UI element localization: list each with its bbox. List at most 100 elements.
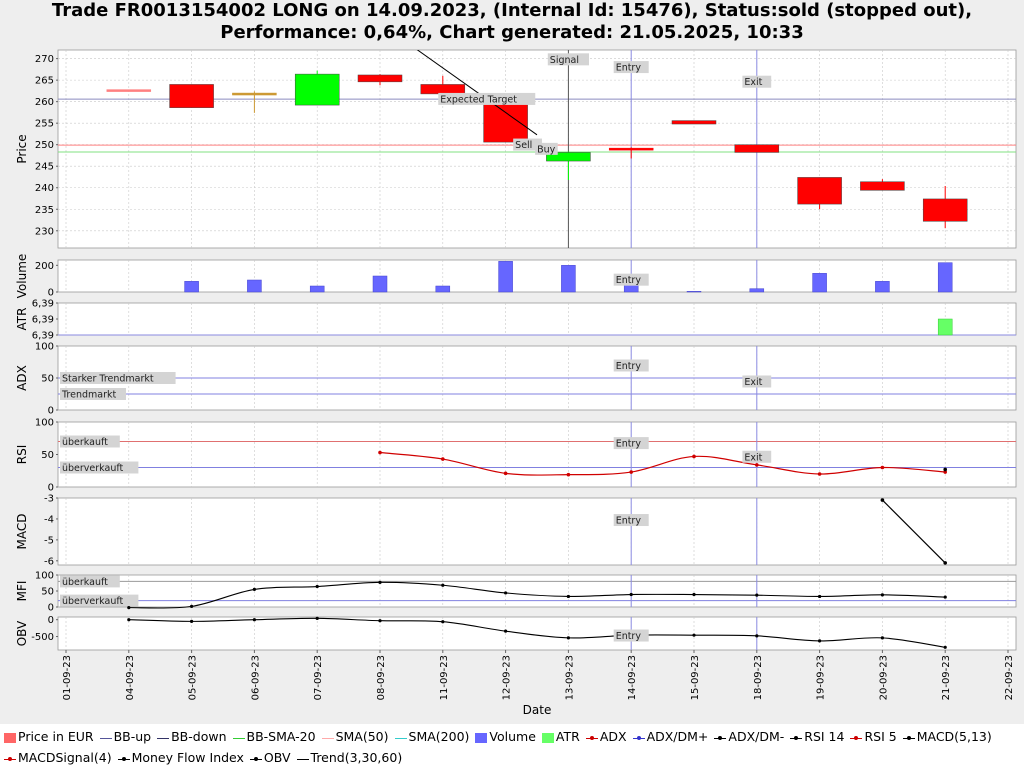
obv-point — [755, 634, 759, 638]
mfi-point — [566, 594, 571, 599]
mfi-point — [378, 580, 382, 584]
legend-item: BB-up — [99, 726, 152, 747]
x-tick-label: 13-09-23 — [564, 655, 575, 700]
candle — [734, 144, 780, 153]
legend-item: RSI 5 — [850, 726, 897, 747]
candle — [546, 152, 591, 162]
candle — [232, 92, 277, 96]
x-tick-label: 05-09-23 — [188, 655, 199, 700]
legend-label: ADX — [599, 729, 627, 744]
legend-item: ADX/DM- — [714, 726, 784, 747]
legend-symbol — [232, 733, 245, 743]
x-tick-label: 22-09-23 — [1004, 655, 1015, 700]
obv-point — [315, 616, 319, 620]
volume-bar — [309, 285, 325, 293]
trend-line — [416, 50, 538, 136]
adx-threshold-label-bg — [60, 372, 176, 384]
legend-symbol — [117, 754, 130, 764]
mfi-point — [755, 593, 759, 597]
chart-title-line-2: Performance: 0,64%, Chart generated: 21.… — [220, 22, 804, 43]
atr-plot-area — [57, 302, 1017, 336]
obv-point — [943, 645, 947, 649]
mfi-point — [127, 606, 131, 610]
volume-bar — [372, 275, 388, 293]
mfi-point — [252, 587, 256, 592]
mfi-point — [315, 584, 319, 589]
legend-label: BB-up — [113, 729, 152, 744]
volume-bar — [247, 279, 262, 293]
macd-annotation-bg — [613, 514, 649, 527]
x-tick-label: 20-09-23 — [878, 655, 889, 700]
obv-point — [504, 629, 508, 633]
candle — [420, 84, 466, 95]
price-annotation-bg — [513, 138, 542, 151]
atr-tick: 6,39 — [32, 315, 54, 326]
price-annotation: Buy — [537, 144, 556, 155]
obv-tick: 0 — [48, 615, 54, 626]
x-tick-label: 18-09-23 — [753, 655, 764, 700]
legend-label: SMA(50) — [335, 729, 389, 744]
legend-symbol — [4, 732, 16, 743]
rsi-annotation: Entry — [616, 439, 642, 450]
x-tick-label: 04-09-23 — [125, 655, 136, 700]
macd-plot-area — [57, 497, 1017, 566]
adx-threshold-label-bg — [60, 388, 126, 400]
price-annotation: Exit — [744, 77, 762, 88]
price-tick: 255 — [35, 119, 54, 130]
atr-tick: 6,39 — [32, 331, 54, 342]
macd-tick: -4 — [44, 514, 54, 525]
volume-bar — [498, 261, 513, 293]
mfi-point — [692, 592, 696, 597]
legend-label: SMA(200) — [408, 729, 470, 744]
mfi-threshold-label-bg — [60, 594, 139, 607]
rsi-annotation: Exit — [744, 452, 762, 463]
legend-item: BB-down — [157, 726, 227, 747]
price-annotation-bg — [613, 61, 649, 74]
mfi-tick: 0 — [48, 603, 54, 614]
price-annotation: Expected Target — [440, 94, 517, 105]
volume-annotation-bg — [613, 273, 649, 286]
x-tick-label: 12-09-23 — [502, 655, 513, 700]
obv-plot-area — [57, 616, 1017, 651]
price-tick: 245 — [35, 162, 54, 173]
price-tick: 235 — [35, 205, 54, 216]
macd-axis-label: MACD — [15, 514, 29, 550]
rsi-annotation-bg — [742, 450, 772, 463]
legend-symbol — [475, 732, 488, 743]
price-annotation-bg — [547, 53, 589, 66]
rsi-threshold-label: überkauft — [62, 437, 108, 448]
adx-tick: 50 — [41, 374, 54, 385]
legend-item: SMA(200) — [394, 726, 470, 747]
candle — [797, 177, 842, 205]
obv-point — [190, 619, 194, 623]
rsi-point — [755, 463, 759, 467]
obv-line — [128, 617, 946, 648]
legend-symbol — [99, 733, 112, 743]
adx-tick: 100 — [35, 342, 54, 353]
x-tick-label: 08-09-23 — [376, 655, 387, 700]
obv-point — [127, 618, 131, 622]
adx-annotation: Exit — [744, 377, 762, 388]
mfi-tick: 50 — [41, 587, 54, 598]
price-annotation-bg — [742, 75, 772, 88]
candle — [357, 74, 403, 83]
legend-item: ADX/DM+ — [632, 726, 708, 747]
rsi-plot-area — [57, 421, 1017, 488]
chart-title: Trade FR0013154002 LONG on 14.09.2023, (… — [0, 0, 1024, 44]
obv-tick: -500 — [31, 632, 54, 643]
rsi-series-line — [379, 451, 946, 476]
legend-item: BB-SMA-20 — [232, 726, 316, 747]
candle — [671, 120, 717, 125]
volume-bar — [749, 288, 765, 293]
volume-bar — [875, 281, 890, 293]
x-tick-label: 06-09-23 — [250, 655, 261, 700]
legend-symbol — [632, 733, 645, 743]
rsi-axis-label: RSI — [15, 445, 29, 465]
rsi-tick: 0 — [48, 483, 54, 494]
legend-symbol — [157, 733, 170, 743]
legend-item: Price in EUR — [4, 726, 94, 747]
rsi-threshold-label-bg — [60, 461, 139, 474]
obv-axis-label: OBV — [15, 620, 29, 646]
volume-bar — [937, 262, 953, 293]
legend-label: Trend(3,30,60) — [310, 750, 403, 765]
